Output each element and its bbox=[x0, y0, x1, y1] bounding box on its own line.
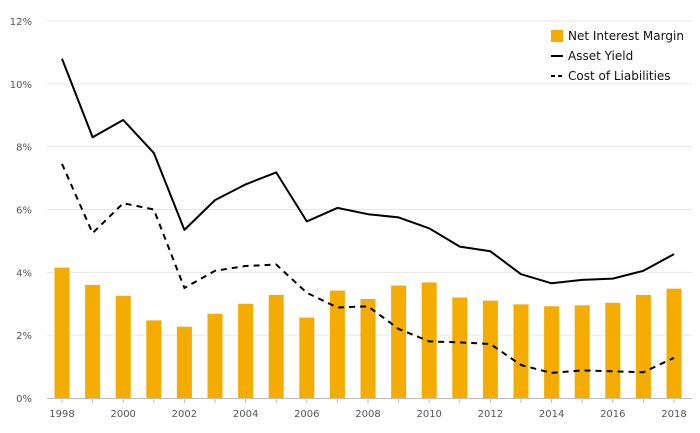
legend-swatch-net-interest-margin bbox=[551, 30, 563, 42]
bar-net-interest-margin-2007 bbox=[329, 290, 345, 398]
x-tick-label: 1998 bbox=[49, 409, 74, 420]
line-cost-of-liabilities bbox=[61, 163, 675, 374]
bar-net-interest-margin-2018 bbox=[666, 288, 682, 398]
legend: Net Interest Margin Asset Yield Cost of Li… bbox=[551, 29, 684, 83]
x-tick-label: 2012 bbox=[478, 409, 503, 420]
bar-net-interest-margin-2000 bbox=[115, 295, 131, 398]
bar-net-interest-margin-2015 bbox=[574, 305, 590, 398]
y-tick-label: 2% bbox=[16, 331, 32, 342]
bar-net-interest-margin-2011 bbox=[452, 297, 468, 398]
legend-label-asset-yield: Asset Yield bbox=[568, 49, 633, 63]
bar-net-interest-margin-2009 bbox=[391, 285, 407, 398]
bar-net-interest-margin-2017 bbox=[635, 294, 651, 398]
x-tick-label: 2006 bbox=[294, 409, 319, 420]
bar-net-interest-margin-1998 bbox=[54, 267, 70, 398]
x-tick-label: 2002 bbox=[172, 409, 197, 420]
bar-net-interest-margin-2003 bbox=[207, 313, 223, 398]
x-tick-label: 2016 bbox=[600, 409, 625, 420]
bar-net-interest-margin-2012 bbox=[482, 300, 498, 398]
x-tick-label: 2004 bbox=[233, 409, 258, 420]
y-tick-label: 8% bbox=[16, 143, 32, 154]
x-tick-label: 2018 bbox=[661, 409, 686, 420]
x-tick-label: 2014 bbox=[539, 409, 564, 420]
bar-net-interest-margin-2002 bbox=[176, 326, 192, 398]
bar-net-interest-margin-2006 bbox=[299, 317, 315, 398]
bar-net-interest-margin-2013 bbox=[513, 304, 529, 398]
line-asset-yield bbox=[61, 58, 675, 285]
legend-label-cost-of-liabilities: Cost of Liabilities bbox=[568, 69, 671, 83]
y-tick-label: 4% bbox=[16, 268, 32, 279]
x-tick-label: 2010 bbox=[416, 409, 441, 420]
bar-net-interest-margin-1999 bbox=[85, 284, 101, 398]
x-tick-label: 2008 bbox=[355, 409, 380, 420]
bar-net-interest-margin-2016 bbox=[605, 302, 621, 398]
bar-net-interest-margin-2010 bbox=[421, 282, 437, 398]
bar-net-interest-margin-2001 bbox=[146, 320, 162, 398]
axes: 0% 2% 4% 6% 8% 10% 12% 1998 2000 2002 2004 2006 2008… bbox=[10, 17, 692, 420]
net-interest-margin-bars bbox=[54, 267, 682, 398]
y-tick-label: 10% bbox=[10, 80, 32, 91]
y-tick-label: 12% bbox=[10, 17, 32, 28]
bar-net-interest-margin-2008 bbox=[360, 299, 376, 398]
bar-net-interest-margin-2014 bbox=[544, 306, 560, 398]
bar-net-interest-margin-2005 bbox=[268, 294, 284, 398]
lines bbox=[61, 58, 675, 374]
y-tick-label: 6% bbox=[16, 206, 32, 217]
x-tick-label: 2000 bbox=[110, 409, 135, 420]
y-tick-label: 0% bbox=[16, 394, 32, 405]
legend-label-net-interest-margin: Net Interest Margin bbox=[568, 29, 684, 43]
bar-net-interest-margin-2004 bbox=[238, 303, 254, 398]
